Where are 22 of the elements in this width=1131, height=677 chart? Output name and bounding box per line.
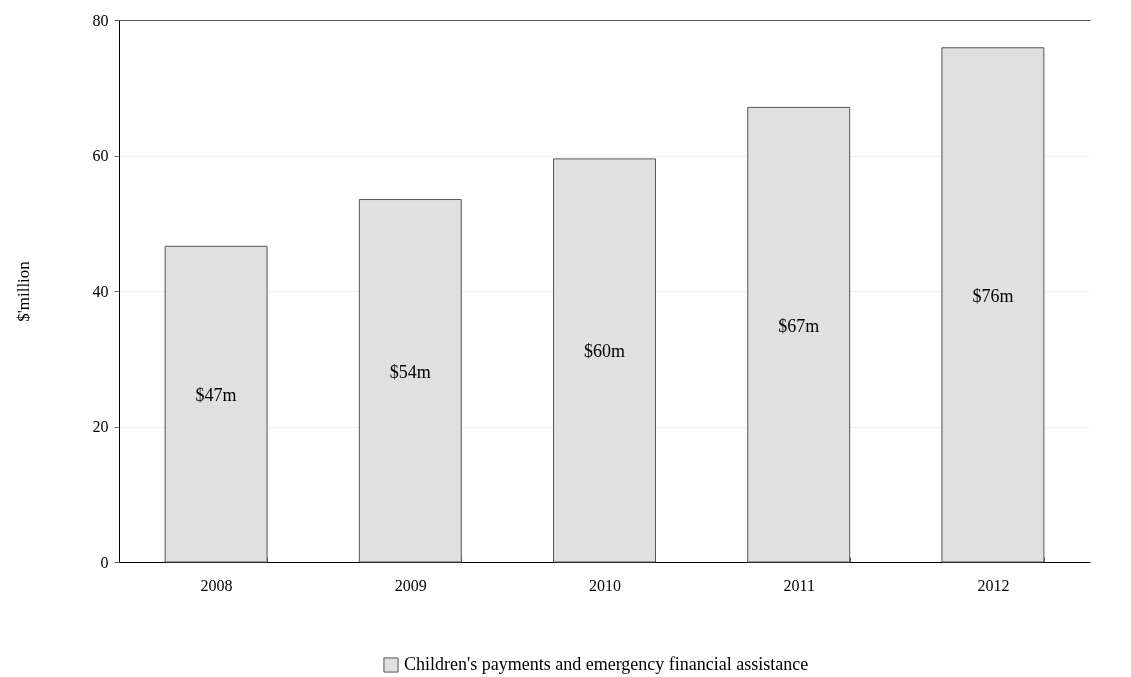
data-label: $67m: [778, 315, 820, 336]
y-axis-title: $'million: [13, 260, 33, 322]
x-tick-label: 2009: [394, 576, 427, 594]
y-tick-label: 40: [92, 282, 109, 300]
legend-label: Children's payments and emergency financial assistance: [404, 654, 809, 674]
bar: [553, 158, 656, 563]
data-label: $54m: [389, 361, 431, 382]
data-label: $76m: [972, 285, 1014, 306]
x-tick-label: 2010: [589, 576, 621, 594]
y-tick-label: 60: [92, 147, 109, 164]
bar: [941, 47, 1045, 563]
bar: [747, 106, 851, 563]
x-tick-label: 2008: [200, 576, 233, 594]
bar: [358, 199, 462, 563]
x-tick-label: 2011: [783, 576, 815, 594]
y-tick-label: 0: [100, 553, 109, 571]
data-label: $60m: [583, 341, 626, 362]
x-tick-label: 2012: [977, 576, 1010, 594]
bar: [164, 245, 268, 563]
y-tick-label: 20: [92, 418, 109, 435]
y-tick-label: 80: [92, 11, 109, 29]
data-label: $47m: [195, 385, 237, 406]
